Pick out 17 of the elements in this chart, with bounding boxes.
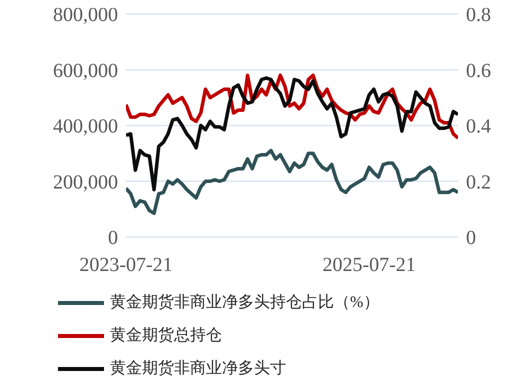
y2-tick-label: 0 bbox=[466, 227, 476, 250]
line-series bbox=[126, 76, 458, 192]
legend-label: 黄金期货非商业净多头持仓占比（%） bbox=[110, 292, 380, 313]
y-tick-label: 0 bbox=[108, 227, 118, 250]
y-tick-label: 800,000 bbox=[53, 4, 118, 26]
y-tick-label: 600,000 bbox=[53, 60, 118, 82]
y-tick-label: 200,000 bbox=[53, 171, 118, 194]
line-series bbox=[126, 148, 458, 216]
legend-label: 黄金期货总持仓 bbox=[110, 326, 222, 346]
y-tick-label: 400,000 bbox=[53, 116, 118, 138]
y2-tick-label: 0.2 bbox=[466, 171, 491, 194]
y2-tick-label: 0.4 bbox=[466, 116, 491, 138]
legend-label: 黄金期货非商业净多头寸 bbox=[110, 358, 286, 379]
y2-tick-label: 0.8 bbox=[466, 4, 491, 26]
x-tick-label: 2023-07-21 bbox=[79, 254, 173, 276]
x-tick-label: 2025-07-21 bbox=[322, 254, 416, 276]
y2-tick-label: 0.6 bbox=[466, 60, 491, 82]
